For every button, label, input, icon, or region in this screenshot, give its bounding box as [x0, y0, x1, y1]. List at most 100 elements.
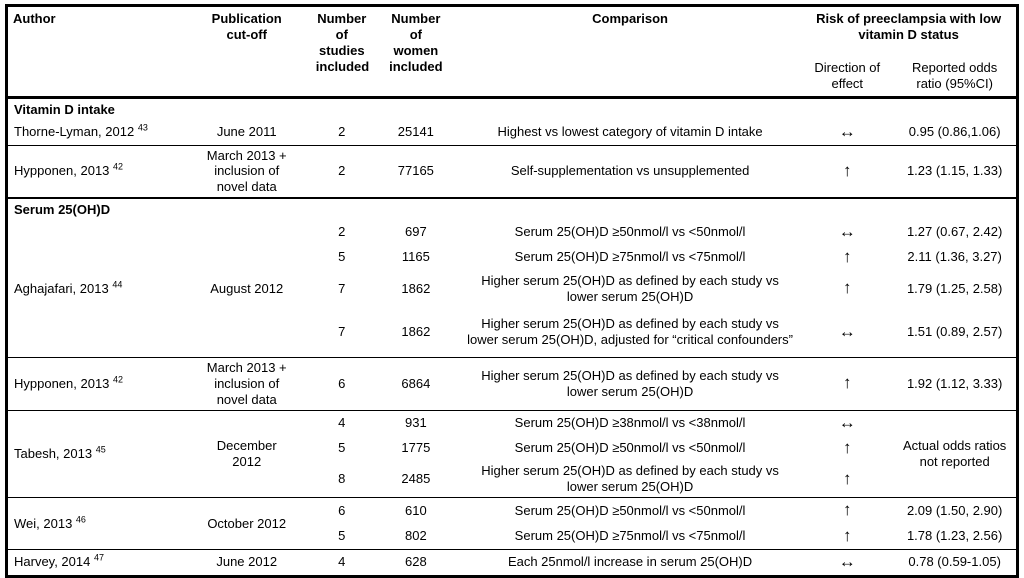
direction-arrow-icon: ↔ [838, 552, 856, 572]
cell-odds-ratio: 1.23 (1.15, 1.33) [906, 163, 1003, 179]
cell-num-studies: 2 [338, 224, 346, 240]
cell-num-women: 697 [405, 224, 427, 240]
cell-comparison: Highest vs lowest category of vitamin D … [497, 124, 763, 140]
direction-arrow-icon: ↑ [843, 525, 852, 545]
col-header-direction-of-effect: Direction of effect [814, 59, 881, 91]
author-name: Hypponen, 2013 [14, 163, 110, 179]
direction-arrow-icon: ↑ [843, 500, 852, 520]
table-row: Harvey, 2014 47 June 2012 4 628 Each 25n… [6, 549, 1018, 577]
cell-direction-of-effect: ↑ [801, 245, 893, 270]
cell-odds-ratio: 1.78 (1.23, 2.56) [906, 528, 1003, 544]
cell-direction-of-effect: ↑ [801, 270, 893, 308]
cell-author: Wei, 2013 46 [7, 498, 183, 550]
cell-comparison: Higher serum 25(OH)D as defined by each … [481, 272, 779, 304]
cell-direction-of-effect: ↑ [801, 358, 893, 411]
cell-publication-cutoff: December 2012 [216, 437, 277, 469]
author-name: Wei, 2013 [14, 515, 73, 531]
cell-num-women: 610 [405, 502, 427, 518]
direction-arrow-icon: ↔ [838, 412, 856, 432]
cell-publication-cutoff: March 2013 + inclusion of novel data [206, 360, 287, 407]
direction-arrow-icon: ↔ [838, 121, 856, 141]
cell-num-women: 931 [405, 415, 427, 431]
cell-num-studies: 5 [338, 528, 346, 544]
col-header-comparison: Comparison [592, 11, 668, 26]
section-title: Vitamin D intake [14, 102, 115, 117]
col-header-risk-group: Risk of preeclampsia with low vitamin D … [816, 11, 1002, 42]
cell-num-women: 1775 [401, 440, 431, 456]
cell-num-women: 25141 [397, 124, 434, 140]
cell-comparison: Self-supplementation vs unsupplemented [510, 163, 750, 179]
author-name: Tabesh, 2013 [14, 445, 93, 461]
cell-odds-ratio: 0.95 (0.86,1.06) [908, 124, 1001, 140]
table-row: 5 1165 Serum 25(OH)D ≥75nmol/l vs <75nmo… [7, 245, 1018, 270]
cell-num-women: 1862 [401, 324, 431, 340]
table-row: 7 1862 Higher serum 25(OH)D as defined b… [7, 308, 1018, 358]
cell-num-studies: 4 [338, 415, 346, 431]
col-header-publication-cutoff: Publication cut-off [211, 11, 282, 42]
reference-superscript: 44 [112, 279, 123, 290]
cell-author: Hypponen, 2013 42 [7, 358, 183, 411]
direction-arrow-icon: ↑ [843, 373, 852, 393]
cell-comparison: Higher serum 25(OH)D as defined by each … [481, 367, 779, 399]
section-title: Serum 25(OH)D [14, 202, 111, 218]
cell-num-studies: 4 [338, 554, 346, 570]
reference-superscript: 42 [113, 374, 124, 385]
reference-superscript: 43 [137, 122, 148, 133]
table-row: Wei, 2013 46 October 2012 6 610 Serum 25… [6, 497, 1018, 531]
cell-direction-of-effect: ↑ [801, 498, 893, 524]
cell-direction-of-effect: ↔ [801, 550, 893, 577]
direction-arrow-icon: ↑ [843, 246, 852, 266]
cell-odds-ratio-merged: Actual odds ratios not reported [902, 437, 1007, 469]
author-name: Thorne-Lyman, 2012 [14, 124, 135, 140]
cell-author: Tabesh, 2013 45 [7, 410, 183, 497]
table-row: Tabesh, 2013 45 December 2012 4 931 Seru… [6, 410, 1018, 469]
table-row: Aghajafari, 2013 44 August 2012 2 697 Se… [7, 220, 1018, 296]
cell-direction-of-effect: ↔ [801, 220, 893, 245]
table-row: Hypponen, 2013 42 March 2013 + inclusion… [6, 357, 1018, 411]
cell-num-studies: 2 [338, 163, 346, 179]
cell-publication-cutoff: March 2013 + inclusion of novel data [206, 147, 287, 195]
table-row: 5 1775 Serum 25(OH)D ≥50nmol/l vs <50nmo… [7, 435, 1018, 461]
section-header-serum-25ohd: Serum 25(OH)D [6, 198, 1018, 220]
cell-direction-of-effect: ↔ [801, 410, 893, 435]
cell-direction-of-effect: ↑ [801, 524, 893, 550]
cell-comparison: Serum 25(OH)D ≥75nmol/l vs <75nmol/l [514, 528, 746, 544]
reference-superscript: 45 [95, 444, 106, 455]
cell-odds-ratio: 1.27 (0.67, 2.42) [906, 224, 1003, 240]
direction-arrow-icon: ↑ [843, 468, 852, 488]
cell-num-women: 6864 [401, 375, 431, 391]
cell-direction-of-effect: ↑ [801, 145, 893, 198]
cell-comparison: Serum 25(OH)D ≥50nmol/l vs <50nmol/l [514, 440, 746, 456]
cell-author: Harvey, 2014 47 [7, 550, 183, 577]
cell-num-women: 1165 [401, 249, 430, 265]
table-row: Thorne-Lyman, 2012 43 June 2011 2 25141 … [7, 120, 1018, 145]
author-name: Harvey, 2014 [14, 554, 91, 570]
cell-odds-ratio: 2.09 (1.50, 2.90) [906, 502, 1003, 518]
cell-num-studies: 5 [338, 440, 346, 456]
author-name: Hypponen, 2013 [14, 375, 110, 391]
table-row: 8 2485 Higher serum 25(OH)D as defined b… [7, 461, 1018, 497]
cell-publication-cutoff: August 2012 [210, 280, 284, 296]
col-header-num-women: Number of women included [389, 11, 443, 74]
cell-num-women: 2485 [401, 471, 431, 487]
cell-num-studies: 2 [338, 124, 346, 140]
cell-direction-of-effect: ↔ [801, 120, 893, 145]
table-header: Author Publication cut-off Number of stu… [6, 6, 1018, 98]
cell-odds-ratio: 0.78 (0.59-1.05) [908, 554, 1001, 570]
cell-num-women: 802 [405, 528, 427, 544]
direction-arrow-icon: ↔ [838, 222, 856, 242]
cell-publication-cutoff: October 2012 [207, 515, 287, 531]
cell-num-women: 1862 [401, 280, 431, 296]
cell-odds-ratio: 1.79 (1.25, 2.58) [906, 280, 1003, 296]
cell-num-studies: 7 [338, 324, 346, 340]
cell-num-studies: 6 [338, 375, 346, 391]
cell-publication-cutoff: June 2011 [216, 124, 277, 140]
direction-arrow-icon: ↑ [843, 278, 852, 298]
cell-direction-of-effect: ↑ [801, 435, 893, 461]
cell-odds-ratio: 1.92 (1.12, 3.33) [906, 375, 1003, 391]
cell-comparison: Higher serum 25(OH)D as defined by each … [467, 316, 793, 348]
cell-comparison: Serum 25(OH)D ≥75nmol/l vs <75nmol/l [514, 249, 746, 265]
cell-author: Hypponen, 2013 42 [7, 145, 183, 198]
table-row: 7 1862 Higher serum 25(OH)D as defined b… [7, 270, 1018, 308]
